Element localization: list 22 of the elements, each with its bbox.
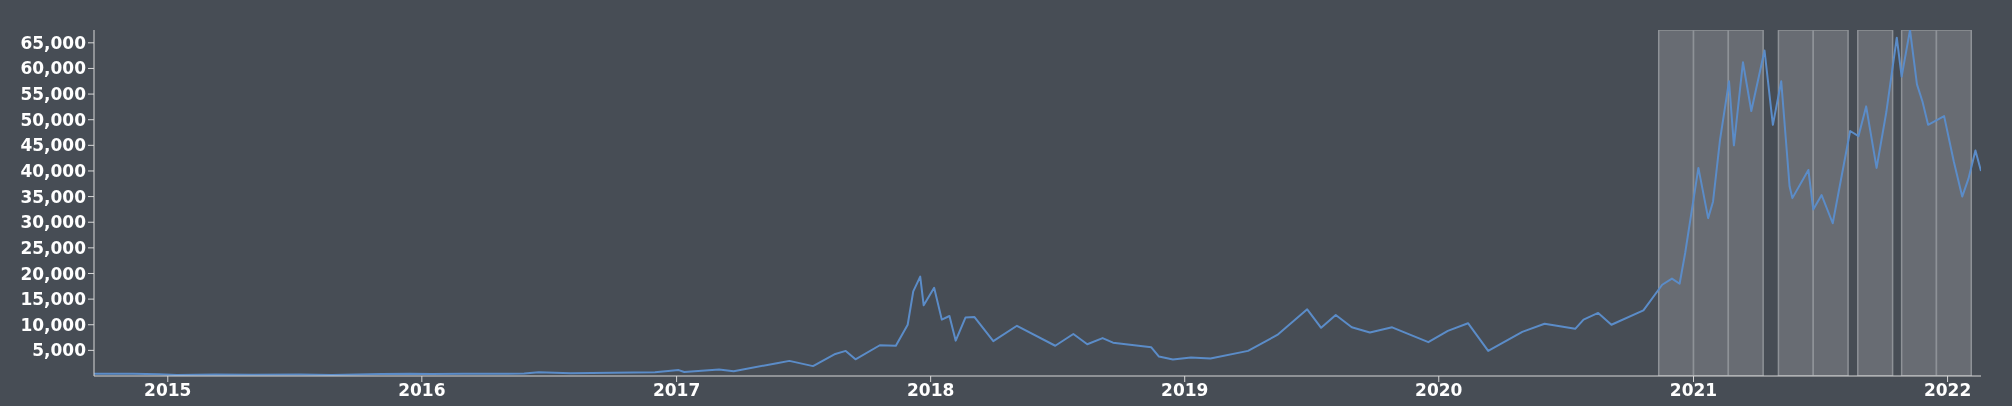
y-tick-label: 55,000: [20, 84, 87, 105]
x-tick-label: 2022: [1923, 380, 1972, 401]
line-series: [94, 30, 1981, 376]
y-tick-label: 50,000: [20, 109, 87, 130]
y-tick-label: 60,000: [20, 58, 87, 79]
x-tick-label: 2017: [652, 380, 701, 401]
x-tick-label: 2018: [906, 380, 955, 401]
y-tick-label: 5,000: [32, 340, 87, 361]
y-tick-label: 20,000: [20, 263, 87, 284]
x-tick-label: 2015: [144, 380, 192, 401]
x-tick-label: 2016: [398, 380, 446, 401]
y-tick-label: 25,000: [20, 237, 87, 258]
x-tick-label: 2021: [1669, 380, 1718, 401]
y-tick-label: 35,000: [20, 186, 87, 207]
y-tick-label: 30,000: [20, 212, 87, 233]
x-tick-label: 2020: [1415, 380, 1463, 401]
y-tick-label: 15,000: [20, 289, 87, 310]
y-tick-label: 45,000: [20, 135, 87, 156]
y-tick-label: 65,000: [20, 32, 87, 53]
y-tick-label: 40,000: [20, 161, 87, 181]
x-tick-label: 2019: [1161, 380, 1209, 401]
y-tick-label: 10,000: [20, 314, 87, 335]
